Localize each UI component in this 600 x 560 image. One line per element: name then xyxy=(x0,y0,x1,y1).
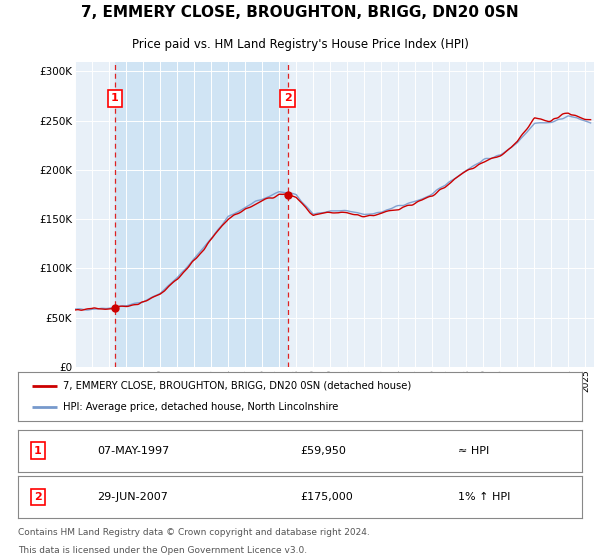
Text: £59,950: £59,950 xyxy=(300,446,346,455)
Text: 2: 2 xyxy=(284,93,292,103)
Text: 07-MAY-1997: 07-MAY-1997 xyxy=(97,446,169,455)
Text: 1: 1 xyxy=(111,93,119,103)
Text: Contains HM Land Registry data © Crown copyright and database right 2024.: Contains HM Land Registry data © Crown c… xyxy=(18,528,370,537)
Text: 7, EMMERY CLOSE, BROUGHTON, BRIGG, DN20 0SN: 7, EMMERY CLOSE, BROUGHTON, BRIGG, DN20 … xyxy=(81,6,519,20)
Text: This data is licensed under the Open Government Licence v3.0.: This data is licensed under the Open Gov… xyxy=(18,546,307,555)
Text: 1: 1 xyxy=(34,446,41,455)
Text: 1% ↑ HPI: 1% ↑ HPI xyxy=(458,492,510,502)
Text: 29-JUN-2007: 29-JUN-2007 xyxy=(97,492,168,502)
Text: Price paid vs. HM Land Registry's House Price Index (HPI): Price paid vs. HM Land Registry's House … xyxy=(131,38,469,50)
Text: £175,000: £175,000 xyxy=(300,492,353,502)
Text: HPI: Average price, detached house, North Lincolnshire: HPI: Average price, detached house, Nort… xyxy=(63,402,338,412)
Text: 7, EMMERY CLOSE, BROUGHTON, BRIGG, DN20 0SN (detached house): 7, EMMERY CLOSE, BROUGHTON, BRIGG, DN20 … xyxy=(63,381,412,391)
Text: 2: 2 xyxy=(34,492,41,502)
Text: ≈ HPI: ≈ HPI xyxy=(458,446,489,455)
Bar xyxy=(115,62,287,367)
